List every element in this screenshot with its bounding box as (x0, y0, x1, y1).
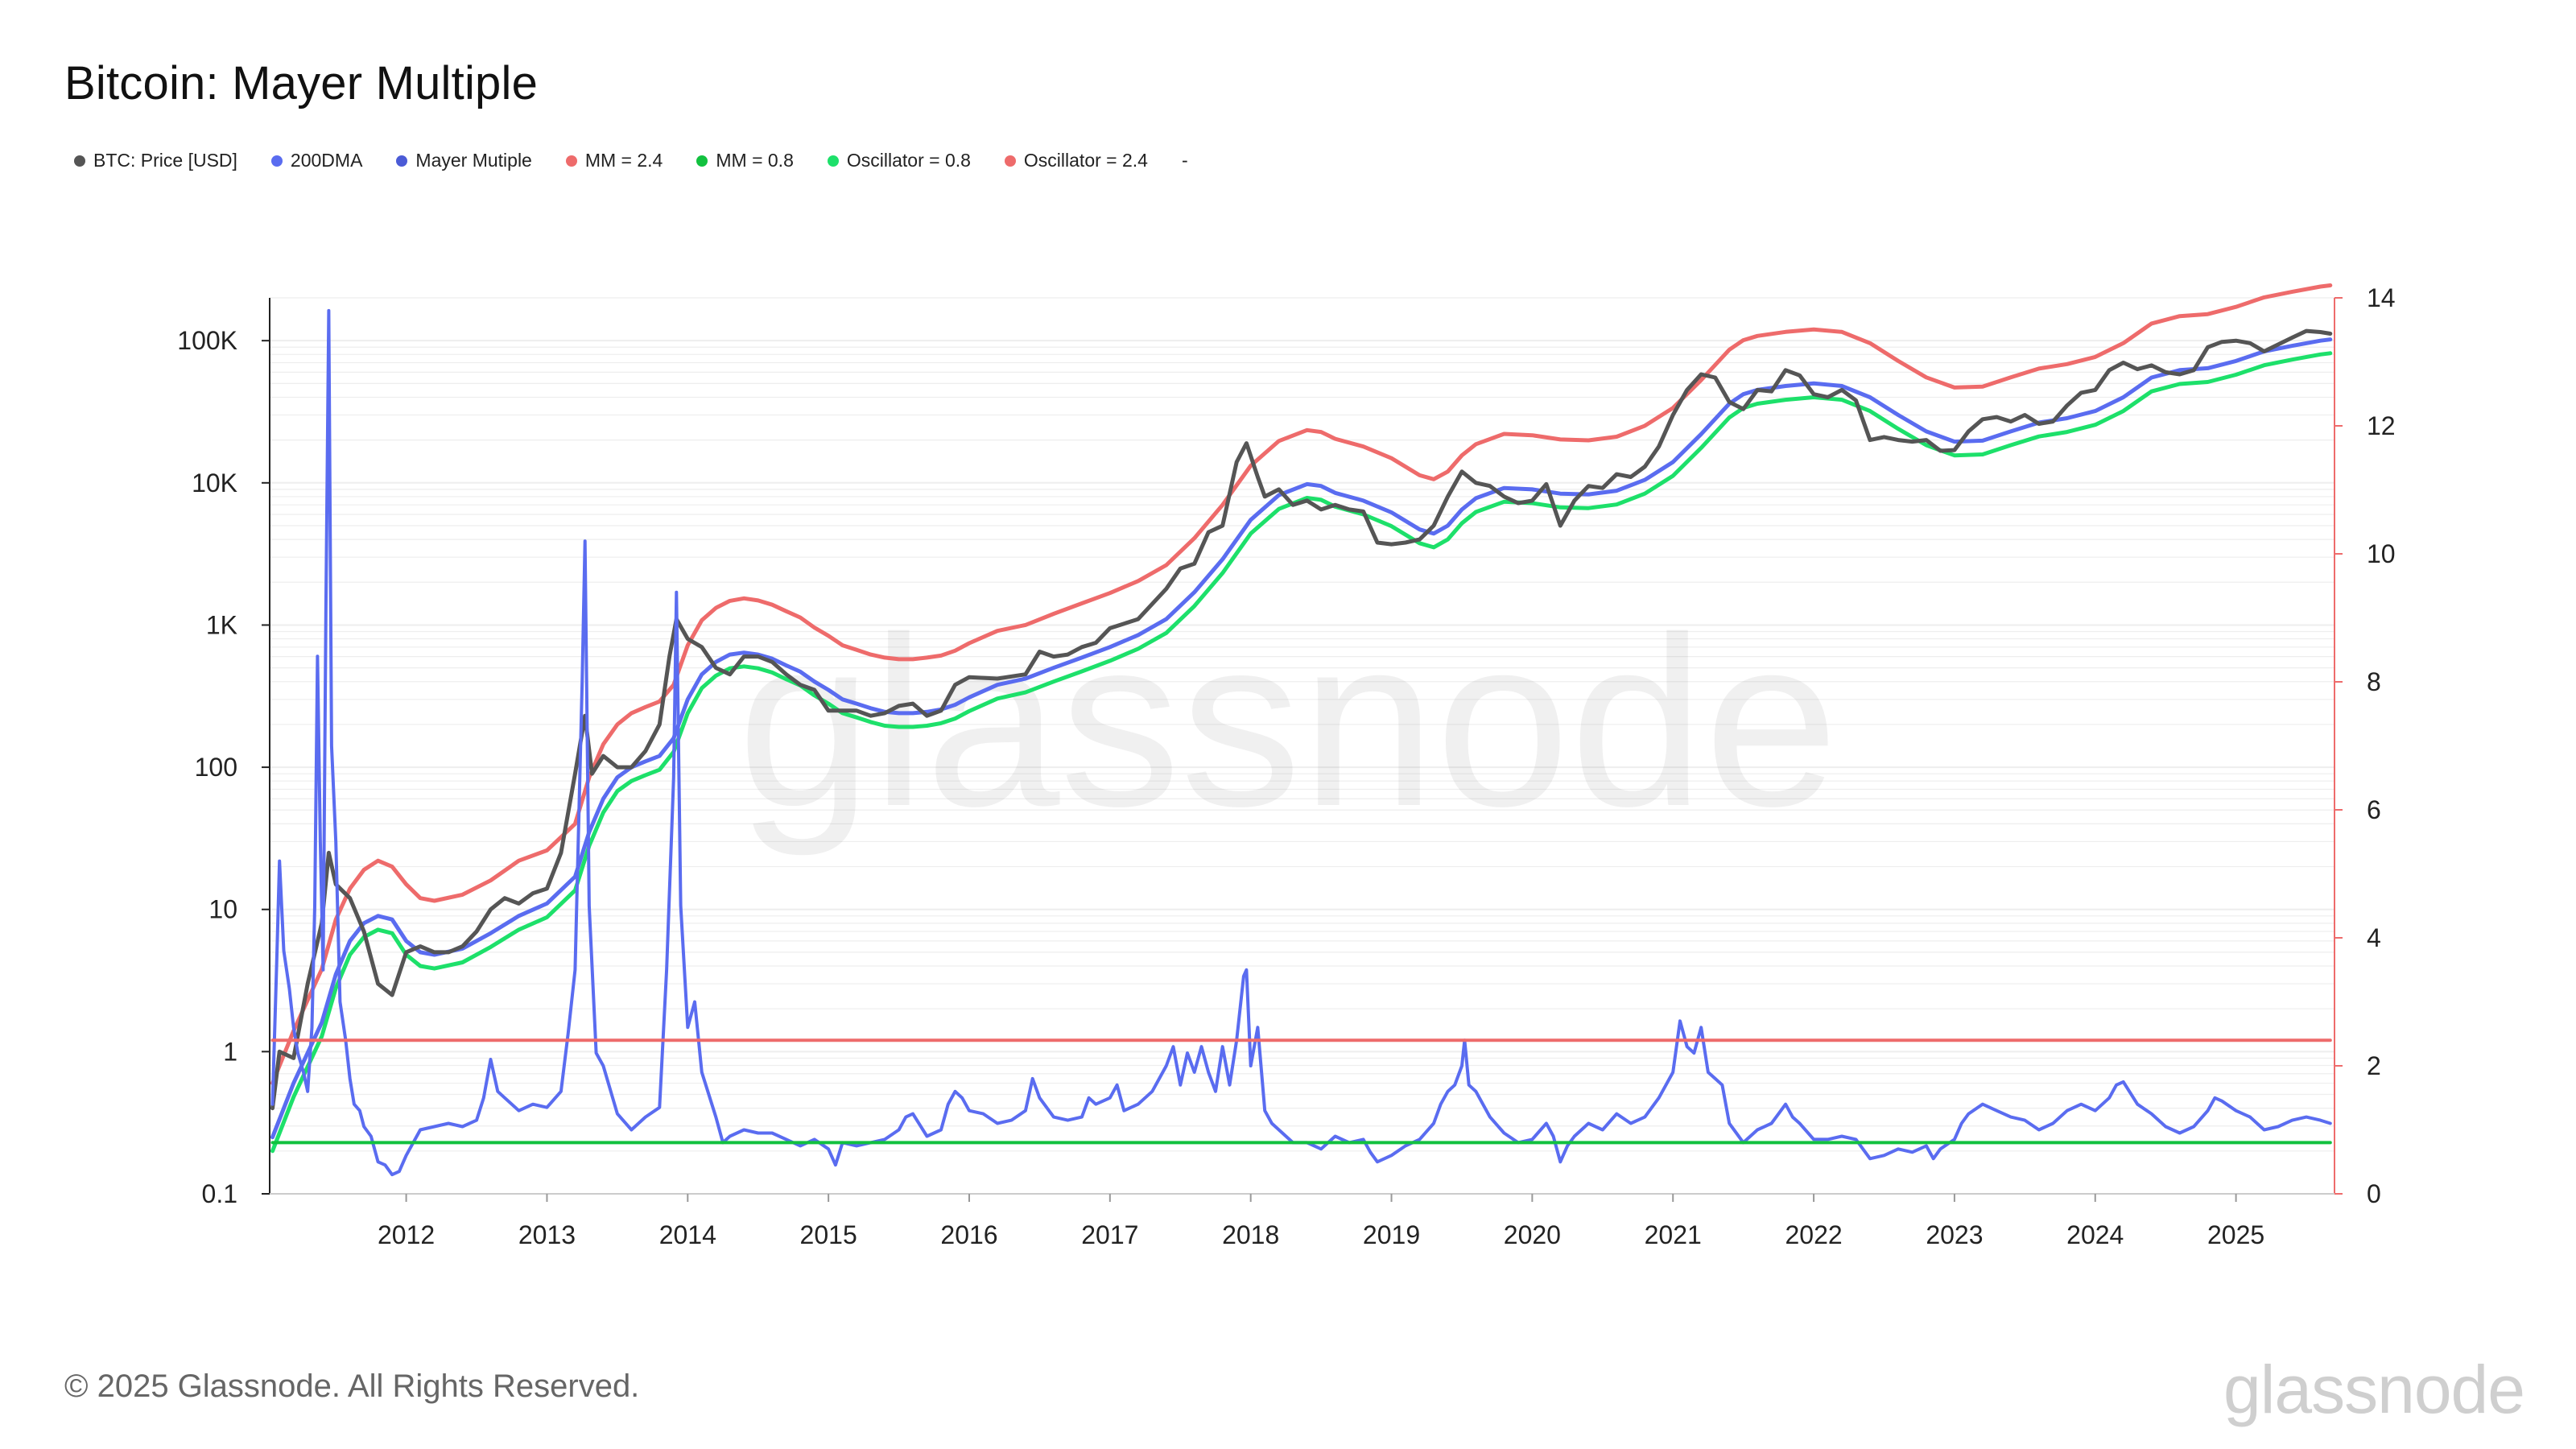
y-right-tick-label: 6 (2367, 795, 2381, 824)
x-tick-label: 2019 (1363, 1220, 1420, 1249)
legend-dot-icon (696, 155, 708, 167)
x-tick-label: 2021 (1645, 1220, 1702, 1249)
legend-dot-icon (1004, 155, 1016, 167)
legend-label: - (1181, 150, 1188, 171)
y-right-tick-label: 10 (2367, 539, 2396, 568)
x-tick-label: 2015 (800, 1220, 857, 1249)
legend-label: MM = 2.4 (584, 150, 663, 171)
legend-dot-icon (74, 155, 85, 167)
x-tick-label: 2020 (1504, 1220, 1561, 1249)
legend-item-dash[interactable]: - (1182, 150, 1188, 171)
y-right-tick-label: 0 (2367, 1179, 2381, 1208)
x-tick-label: 2013 (518, 1220, 576, 1249)
y-right-tick-label: 12 (2367, 411, 2396, 440)
y-right-tick-label: 8 (2367, 667, 2381, 696)
legend-item-200dma[interactable]: 200DMA (270, 150, 363, 171)
y-left-tick-label: 100 (195, 753, 237, 782)
x-tick-label: 2014 (659, 1220, 716, 1249)
watermark: glassnode (737, 586, 1839, 858)
y-right-tick-label: 4 (2367, 923, 2381, 952)
x-tick-label: 2016 (940, 1220, 997, 1249)
legend-dot-icon (565, 155, 577, 167)
legend-dot-icon (396, 155, 408, 167)
series-line-mayer-mutiple[interactable] (270, 308, 2332, 1177)
x-tick-label: 2025 (2207, 1220, 2264, 1249)
chart-title: Bitcoin: Mayer Multiple (64, 57, 539, 109)
y-left-tick-label: 100K (177, 326, 237, 355)
tick-labels: 0.1 1 10 100 1K 10K 100K 0 2 4 6 8 10 12 14 2012 2013 201… (177, 283, 2395, 1249)
legend-item-price[interactable]: BTC: Price [USD] (74, 150, 237, 171)
x-tick-label: 2018 (1222, 1220, 1279, 1249)
legend-item-mm-2-4[interactable]: MM = 2.4 (565, 150, 663, 171)
y-left-tick-label: 1K (206, 610, 237, 639)
copyright-footer: © 2025 Glassnode. All Rights Reserved. (64, 1368, 640, 1404)
y-left-tick-label: 1 (223, 1037, 237, 1066)
legend-label: MM = 0.8 (716, 150, 794, 171)
legend-label: 200DMA (290, 150, 363, 171)
legend-label: Oscillator = 2.4 (1023, 150, 1148, 171)
y-left-tick-label: 0.1 (202, 1179, 237, 1208)
grid (270, 297, 2334, 1195)
y-right-tick-label: 14 (2367, 283, 2396, 312)
legend-item-oscillator-0-8[interactable]: Oscillator = 0.8 (827, 150, 971, 171)
legend-dot-icon (827, 155, 839, 167)
x-tick-label: 2017 (1081, 1220, 1138, 1249)
y-right-tick-label: 2 (2367, 1051, 2381, 1080)
y-left-tick-label: 10K (192, 469, 237, 497)
series-group (270, 283, 2333, 1177)
x-tick-label: 2022 (1785, 1220, 1842, 1249)
legend-label: BTC: Price [USD] (93, 150, 237, 171)
axes (262, 297, 2343, 1202)
legend-dot-icon (270, 155, 283, 167)
legend-label: Mayer Mutiple (415, 150, 532, 171)
legend: BTC: Price [USD] 200DMA Mayer Mutiple MM… (74, 150, 1222, 171)
y-left-tick-label: 10 (208, 895, 237, 924)
legend-item-mm-0-8[interactable]: MM = 0.8 (696, 150, 794, 171)
x-tick-label: 2023 (1926, 1220, 1983, 1249)
x-tick-label: 2012 (378, 1220, 435, 1249)
glassnode-logo: glassnode (2223, 1352, 2525, 1427)
legend-label: Oscillator = 0.8 (846, 150, 971, 171)
x-tick-label: 2024 (2066, 1220, 2124, 1249)
legend-item-oscillator-2-4[interactable]: Oscillator = 2.4 (1004, 150, 1148, 171)
legend-item-mayer-multiple[interactable]: Mayer Mutiple (396, 150, 532, 171)
